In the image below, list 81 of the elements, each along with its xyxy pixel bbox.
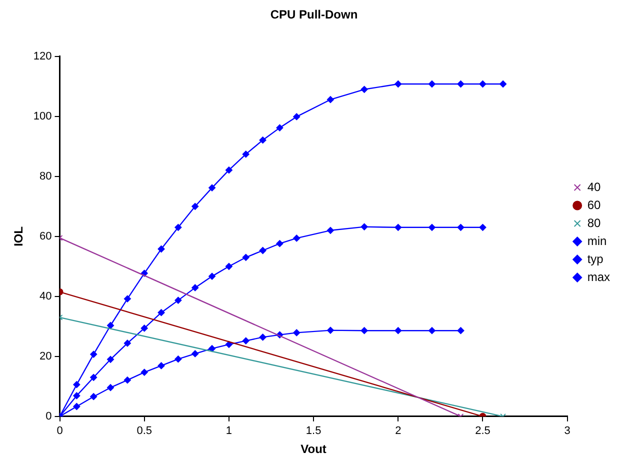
point bbox=[242, 150, 250, 158]
point bbox=[394, 224, 402, 231]
point bbox=[107, 322, 114, 329]
point bbox=[293, 329, 300, 336]
legend-label: 60 bbox=[587, 198, 602, 212]
point bbox=[394, 327, 402, 334]
point bbox=[428, 327, 436, 334]
point bbox=[90, 350, 98, 358]
y-tick-label: 20 bbox=[40, 350, 52, 362]
point bbox=[242, 337, 250, 344]
legend-label: min bbox=[587, 234, 607, 248]
point bbox=[457, 80, 464, 88]
legend-label: 40 bbox=[587, 180, 602, 194]
point bbox=[500, 80, 507, 88]
point bbox=[242, 254, 250, 261]
x-tick-label: 1 bbox=[226, 425, 232, 438]
point bbox=[140, 324, 148, 332]
point bbox=[140, 368, 148, 376]
point bbox=[293, 234, 300, 242]
point bbox=[428, 224, 436, 231]
point bbox=[107, 384, 114, 392]
point bbox=[192, 350, 199, 358]
legend-label: max bbox=[587, 270, 610, 284]
y-tick-label: 40 bbox=[40, 290, 52, 302]
x-tick-label: 0.5 bbox=[136, 425, 152, 438]
x-tick-label: 0 bbox=[56, 425, 63, 438]
legend-label: typ bbox=[587, 252, 604, 266]
y-tick-label: 80 bbox=[40, 170, 52, 182]
point bbox=[174, 296, 182, 304]
point bbox=[158, 246, 165, 252]
point bbox=[326, 226, 334, 234]
point bbox=[208, 345, 216, 352]
point bbox=[259, 136, 266, 144]
x-tick-label: 2 bbox=[395, 425, 402, 438]
point bbox=[276, 240, 284, 248]
point bbox=[276, 124, 284, 132]
point bbox=[360, 86, 368, 93]
point bbox=[360, 327, 368, 334]
point bbox=[208, 184, 216, 192]
point bbox=[479, 224, 486, 231]
point bbox=[457, 327, 464, 334]
chart-title: CPU Pull-Down bbox=[270, 8, 358, 22]
x-tick-label: 3 bbox=[564, 425, 570, 438]
point bbox=[90, 393, 98, 400]
point bbox=[479, 80, 486, 88]
point bbox=[192, 202, 199, 210]
point bbox=[174, 224, 182, 231]
legend-label: 80 bbox=[587, 216, 602, 230]
point bbox=[428, 80, 436, 88]
y-tick-label: 60 bbox=[40, 230, 52, 242]
point bbox=[124, 376, 131, 384]
point bbox=[360, 223, 368, 230]
point bbox=[107, 356, 114, 363]
point bbox=[158, 309, 165, 316]
point bbox=[394, 80, 402, 88]
point bbox=[73, 392, 80, 400]
point bbox=[326, 96, 334, 104]
point bbox=[158, 362, 165, 370]
point bbox=[225, 340, 232, 348]
point bbox=[326, 326, 334, 334]
point bbox=[259, 334, 266, 341]
point bbox=[293, 113, 300, 120]
point bbox=[208, 272, 216, 280]
x-tick-label: 1.5 bbox=[306, 425, 322, 438]
point bbox=[225, 262, 232, 270]
point bbox=[90, 374, 98, 381]
point bbox=[73, 403, 80, 410]
point bbox=[225, 166, 232, 174]
y-tick-label: 120 bbox=[33, 50, 52, 62]
point bbox=[174, 356, 182, 363]
x-tick-label: 2.5 bbox=[475, 425, 490, 438]
point bbox=[457, 224, 464, 231]
point bbox=[73, 381, 80, 388]
y-tick-label: 0 bbox=[46, 410, 52, 422]
point bbox=[124, 295, 131, 302]
point bbox=[259, 247, 266, 254]
x-axis-title: Vout bbox=[300, 442, 326, 456]
y-axis-title: IOL bbox=[12, 226, 26, 246]
y-tick-label: 100 bbox=[33, 110, 52, 122]
point bbox=[192, 284, 199, 292]
point bbox=[124, 340, 131, 347]
